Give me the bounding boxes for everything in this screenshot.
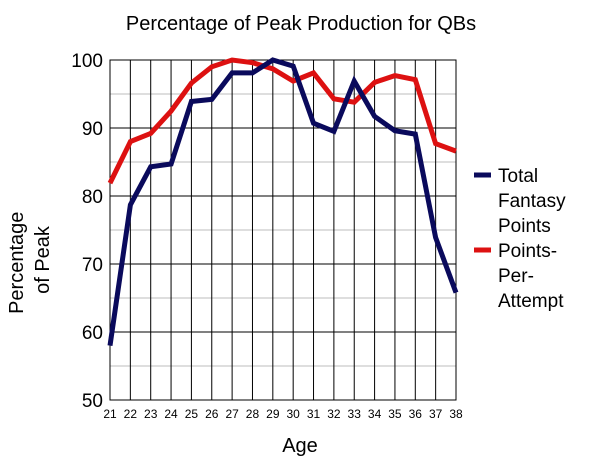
x-tick-label: 37 (429, 407, 443, 421)
plot-border (109, 59, 457, 401)
y-axis-label-line-2: of Peak (32, 225, 54, 294)
x-tick-label: 29 (266, 407, 280, 421)
x-tick-label: 23 (144, 407, 158, 421)
legend-label-1-line-2: Fantasy (498, 191, 566, 212)
y-axis-label: Percentage of Peak (6, 206, 54, 314)
x-tick-label: 38 (449, 407, 463, 421)
x-tick-label: 28 (246, 407, 260, 421)
x-tick-label: 34 (368, 407, 382, 421)
x-tick-label: 36 (409, 407, 423, 421)
y-tick-label: 80 (82, 187, 103, 208)
x-tick-label: 27 (225, 407, 239, 421)
y-tick-label: 90 (82, 119, 103, 140)
x-tick-label: 26 (205, 407, 219, 421)
y-tick-label: 60 (82, 323, 103, 344)
ticks: 50 60 70 80 90 100 21 22 23 24 25 26 27 28 29 30 31 32 33 3… (71, 51, 463, 421)
series-line-1 (107, 57, 459, 346)
x-tick-label: 22 (124, 407, 138, 421)
legend: Total Fantasy Points Points- Per- Attempt (474, 166, 566, 312)
x-tick-label: 35 (388, 407, 402, 421)
x-tick-label: 31 (307, 407, 321, 421)
x-tick-label: 25 (185, 407, 199, 421)
x-tick-label: 33 (348, 407, 362, 421)
legend-label-1-line-1: Total (498, 166, 538, 187)
series-line-2 (107, 57, 457, 185)
legend-label-2-line-1: Points- (498, 241, 557, 262)
x-tick-label: 21 (103, 407, 117, 421)
series-layer (107, 57, 459, 346)
y-axis-label-line-1: Percentage (6, 212, 28, 314)
chart-title: Percentage of Peak Production for QBs (126, 13, 476, 35)
y-tick-label: 70 (82, 255, 103, 276)
y-tick-label: 100 (71, 51, 103, 72)
y-tick-label: 50 (82, 391, 103, 412)
x-axis-label: Age (282, 435, 318, 457)
x-tick-label: 32 (327, 407, 341, 421)
grid (109, 59, 457, 401)
legend-label-2-line-2: Per- (498, 266, 534, 287)
legend-label-2-line-3: Attempt (498, 291, 564, 312)
legend-label-1-line-3: Points (498, 216, 551, 237)
x-tick-label: 24 (164, 407, 178, 421)
x-tick-label: 30 (286, 407, 300, 421)
